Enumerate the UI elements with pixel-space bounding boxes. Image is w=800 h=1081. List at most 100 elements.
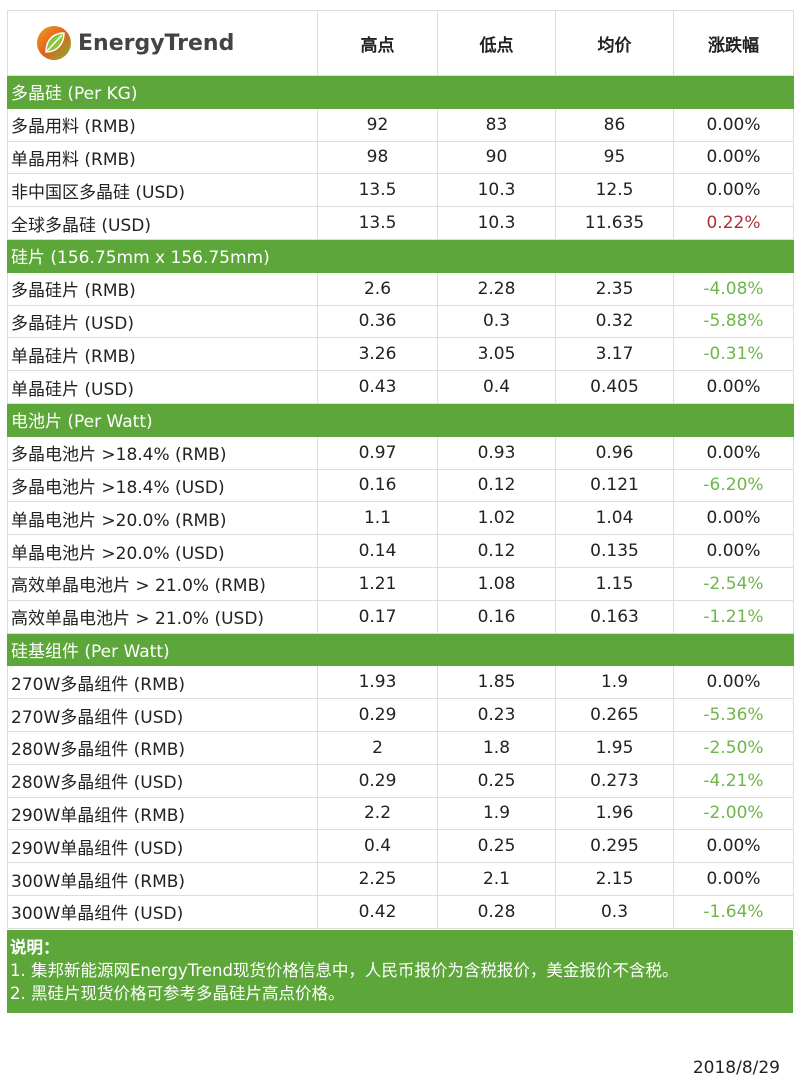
table-row: 单晶硅片 (RMB) 3.26 3.05 3.17 -0.31% xyxy=(7,337,794,372)
high-price: 13.5 xyxy=(317,206,438,240)
price-change: -2.50% xyxy=(673,730,794,765)
low-price: 2.28 xyxy=(437,271,556,306)
table-row: 多晶硅片 (RMB) 2.6 2.28 2.35 -4.08% xyxy=(7,271,794,306)
table-row: 高效单晶电池片 > 21.0% (RMB) 1.21 1.08 1.15 -2.54% xyxy=(7,566,794,601)
section-header: 硅片 (156.75mm x 156.75mm) xyxy=(7,238,794,273)
avg-price: 12.5 xyxy=(555,173,674,208)
low-price: 10.3 xyxy=(437,206,556,240)
col-header-low: 低点 xyxy=(437,10,556,76)
avg-price: 0.3 xyxy=(555,894,674,929)
price-report: EnergyTrend 高点 低点 均价 涨跌幅 多晶硅 (Per KG) 多晶用… xyxy=(7,10,794,1013)
product-name: 多晶电池片 >18.4% (RMB) xyxy=(7,435,318,470)
price-change: -1.21% xyxy=(673,599,794,634)
product-name: 290W单晶组件 (USD) xyxy=(7,829,318,864)
price-change: 0.00% xyxy=(673,435,794,470)
energytrend-leaf-icon xyxy=(37,26,71,60)
high-price: 98 xyxy=(317,140,438,175)
low-price: 0.3 xyxy=(437,304,556,339)
table-row: 多晶用料 (RMB) 92 83 86 0.00% xyxy=(7,107,794,142)
avg-price: 95 xyxy=(555,140,674,175)
low-price: 1.02 xyxy=(437,501,556,536)
price-change: -4.21% xyxy=(673,763,794,798)
price-change: -4.08% xyxy=(673,271,794,306)
high-price: 2.6 xyxy=(317,271,438,306)
low-price: 1.8 xyxy=(437,730,556,765)
avg-price: 0.405 xyxy=(555,370,674,404)
avg-price: 0.96 xyxy=(555,435,674,470)
high-price: 2.25 xyxy=(317,862,438,896)
low-price: 1.85 xyxy=(437,665,556,700)
avg-price: 2.15 xyxy=(555,862,674,896)
price-change: 0.00% xyxy=(673,829,794,864)
product-name: 非中国区多晶硅 (USD) xyxy=(7,173,318,208)
price-change: 0.00% xyxy=(673,173,794,208)
section-title: 电池片 (Per Watt) xyxy=(7,402,794,437)
table-row: 300W单晶组件 (RMB) 2.25 2.1 2.15 0.00% xyxy=(7,862,794,896)
price-change: 0.00% xyxy=(673,370,794,404)
table-row: 多晶电池片 >18.4% (USD) 0.16 0.12 0.121 -6.20% xyxy=(7,468,794,503)
product-name: 单晶电池片 >20.0% (USD) xyxy=(7,534,318,568)
low-price: 90 xyxy=(437,140,556,175)
product-name: 单晶用料 (RMB) xyxy=(7,140,318,175)
avg-price: 11.635 xyxy=(555,206,674,240)
low-price: 1.08 xyxy=(437,566,556,601)
avg-price: 1.95 xyxy=(555,730,674,765)
table-row: 多晶电池片 >18.4% (RMB) 0.97 0.93 0.96 0.00% xyxy=(7,435,794,470)
product-name: 单晶电池片 >20.0% (RMB) xyxy=(7,501,318,536)
high-price: 0.42 xyxy=(317,894,438,929)
section-header: 硅基组件 (Per Watt) xyxy=(7,632,794,667)
product-name: 高效单晶电池片 > 21.0% (USD) xyxy=(7,599,318,634)
avg-price: 0.32 xyxy=(555,304,674,339)
avg-price: 2.35 xyxy=(555,271,674,306)
col-header-high: 高点 xyxy=(317,10,438,76)
low-price: 0.4 xyxy=(437,370,556,404)
note-item: 1. 集邦新能源网EnergyTrend现货价格信息中，人民币报价为含税报价，美… xyxy=(10,960,679,980)
product-name: 多晶硅片 (RMB) xyxy=(7,271,318,306)
price-change: 0.00% xyxy=(673,140,794,175)
table-row: 280W多晶组件 (RMB) 2 1.8 1.95 -2.50% xyxy=(7,730,794,765)
low-price: 0.25 xyxy=(437,763,556,798)
low-price: 0.12 xyxy=(437,534,556,568)
price-change: -5.36% xyxy=(673,698,794,732)
high-price: 92 xyxy=(317,107,438,142)
low-price: 0.25 xyxy=(437,829,556,864)
avg-price: 0.135 xyxy=(555,534,674,568)
low-price: 2.1 xyxy=(437,862,556,896)
low-price: 83 xyxy=(437,107,556,142)
product-name: 多晶硅片 (USD) xyxy=(7,304,318,339)
section-title: 多晶硅 (Per KG) xyxy=(7,75,794,109)
table-row: 多晶硅片 (USD) 0.36 0.3 0.32 -5.88% xyxy=(7,304,794,339)
price-change: 0.00% xyxy=(673,107,794,142)
high-price: 0.36 xyxy=(317,304,438,339)
note-item: 2. 黑硅片现货价格可参考多晶硅片高点价格。 xyxy=(10,983,345,1003)
table-row: 非中国区多晶硅 (USD) 13.5 10.3 12.5 0.00% xyxy=(7,173,794,208)
avg-price: 1.9 xyxy=(555,665,674,700)
product-name: 270W多晶组件 (RMB) xyxy=(7,665,318,700)
price-change: -0.31% xyxy=(673,337,794,372)
high-price: 0.17 xyxy=(317,599,438,634)
table-row: 单晶电池片 >20.0% (USD) 0.14 0.12 0.135 0.00% xyxy=(7,534,794,568)
col-header-change: 涨跌幅 xyxy=(673,10,794,76)
low-price: 0.93 xyxy=(437,435,556,470)
price-change: -5.88% xyxy=(673,304,794,339)
product-name: 280W多晶组件 (RMB) xyxy=(7,730,318,765)
high-price: 1.21 xyxy=(317,566,438,601)
product-name: 300W单晶组件 (RMB) xyxy=(7,862,318,896)
low-price: 0.28 xyxy=(437,894,556,929)
price-change: -1.64% xyxy=(673,894,794,929)
price-change: -6.20% xyxy=(673,468,794,503)
logo-cell: EnergyTrend xyxy=(7,10,318,76)
table-row: 单晶用料 (RMB) 98 90 95 0.00% xyxy=(7,140,794,175)
product-name: 270W多晶组件 (USD) xyxy=(7,698,318,732)
avg-price: 1.04 xyxy=(555,501,674,536)
high-price: 3.26 xyxy=(317,337,438,372)
table-row: 高效单晶电池片 > 21.0% (USD) 0.17 0.16 0.163 -1.21% xyxy=(7,599,794,634)
high-price: 0.16 xyxy=(317,468,438,503)
high-price: 0.43 xyxy=(317,370,438,404)
high-price: 0.29 xyxy=(317,763,438,798)
avg-price: 0.265 xyxy=(555,698,674,732)
price-change: -2.54% xyxy=(673,566,794,601)
table-row: 单晶硅片 (USD) 0.43 0.4 0.405 0.00% xyxy=(7,370,794,404)
product-name: 全球多晶硅 (USD) xyxy=(7,206,318,240)
price-change: 0.00% xyxy=(673,862,794,896)
